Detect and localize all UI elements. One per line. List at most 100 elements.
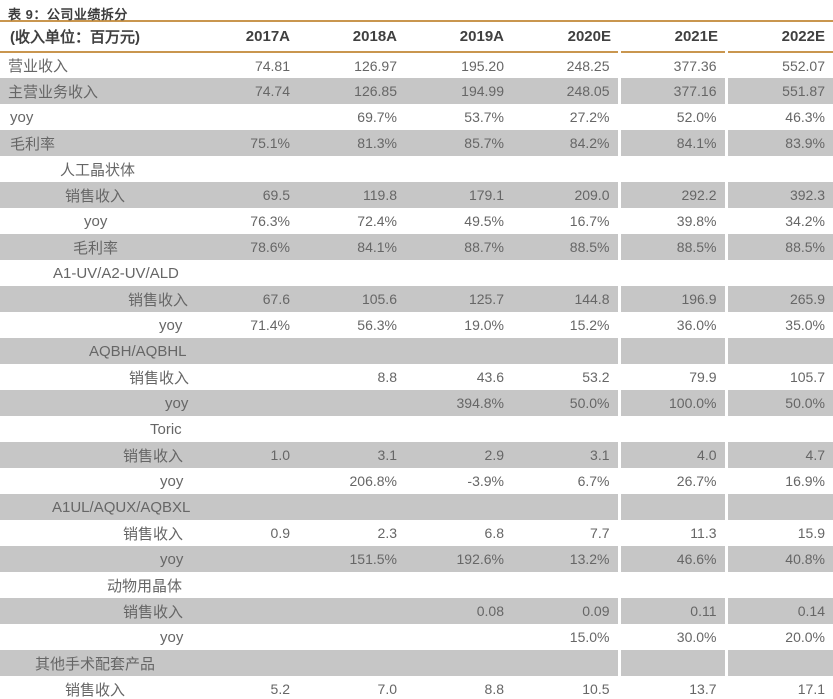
cell-value: 377.36 xyxy=(617,52,726,78)
cell-value xyxy=(617,260,726,286)
cell-value: 179.1 xyxy=(468,187,504,203)
table-row: 动物用晶体 xyxy=(0,572,833,598)
row-label: yoy xyxy=(160,550,184,568)
cell-value: 88.5% xyxy=(724,234,833,260)
cell-value: 76.3% xyxy=(250,213,290,229)
cell-value: 2.3 xyxy=(377,525,397,541)
cell-value xyxy=(617,156,726,182)
cell-value: 84.1% xyxy=(617,130,726,156)
table-row: 销售收入 69.5 119.8 179.1 209.0 292.2 392.3 xyxy=(0,182,833,208)
cell-value xyxy=(724,156,833,182)
cell-value: 67.6 xyxy=(262,291,290,307)
cell-value xyxy=(512,416,619,442)
cell-value: 30.0% xyxy=(617,624,726,650)
cell-value xyxy=(512,260,619,286)
cell-value: 84.2% xyxy=(569,135,610,151)
cell-value: 20.0% xyxy=(724,624,833,650)
cell-value: 53.2 xyxy=(582,369,610,385)
cell-value: 5.2 xyxy=(270,681,290,697)
cell-value xyxy=(405,338,512,364)
row-label: 销售收入 xyxy=(128,291,189,309)
row-label: yoy xyxy=(160,628,184,646)
cell-value: 100.0% xyxy=(617,390,726,416)
unit-header: (收入单位：百万元) xyxy=(0,20,191,53)
cell-value xyxy=(405,624,512,650)
cell-value: 3.1 xyxy=(590,447,610,463)
cell-value: 6.7% xyxy=(577,473,610,489)
cell-value: 88.5% xyxy=(569,239,610,255)
table-row: yoy 71.4% 56.3% 19.0% 15.2% 36.0% 35.0% xyxy=(0,312,833,338)
cell-value: 69.7% xyxy=(357,109,397,125)
table-row: 其他手术配套产品 xyxy=(0,650,833,676)
cell-value: 206.8% xyxy=(349,473,397,489)
cell-value: 88.7% xyxy=(464,239,504,255)
cell-value: 85.7% xyxy=(464,135,504,151)
cell-value xyxy=(512,572,619,598)
cell-value xyxy=(298,338,405,364)
row-label: yoy xyxy=(160,472,184,490)
cell-value xyxy=(617,338,726,364)
cell-value: 196.9 xyxy=(617,286,726,312)
cell-value: 43.6 xyxy=(476,369,504,385)
row-label: 其他手术配套产品 xyxy=(35,655,156,673)
cell-value: 79.9 xyxy=(617,364,726,390)
cell-value xyxy=(191,624,298,650)
cell-value: 551.87 xyxy=(724,78,833,104)
cell-value: 50.0% xyxy=(569,395,610,411)
cell-value: 0.14 xyxy=(724,598,833,624)
table-row: AQBH/AQBHL xyxy=(0,338,833,364)
cell-value: 144.8 xyxy=(574,291,610,307)
row-label: Toric xyxy=(150,420,182,438)
cell-value: 39.8% xyxy=(617,208,726,234)
cell-value: 0.09 xyxy=(582,603,610,619)
table-row: 毛利率 75.1% 81.3% 85.7% 84.2% 84.1% 83.9% xyxy=(0,130,833,156)
cell-value: 119.8 xyxy=(363,187,397,203)
row-label: 人工晶状体 xyxy=(60,161,136,179)
row-label: 毛利率 xyxy=(73,239,119,257)
cell-value: -3.9% xyxy=(467,473,504,489)
cell-value: 4.7 xyxy=(724,442,833,468)
cell-value: 15.2% xyxy=(569,317,610,333)
cell-value xyxy=(191,364,298,390)
cell-value: 7.7 xyxy=(590,525,610,541)
column-header-2020e: 2020E xyxy=(512,20,619,53)
cell-value: 151.5% xyxy=(349,551,397,567)
cell-value: 10.5 xyxy=(582,681,610,697)
table-row: 营业收入 74.81 126.97 195.20 248.25 377.36 552.07 xyxy=(0,52,833,78)
cell-value: 552.07 xyxy=(724,52,833,78)
cell-value xyxy=(405,494,512,520)
cell-value: 88.5% xyxy=(617,234,726,260)
cell-value xyxy=(191,572,298,598)
row-label: 销售收入 xyxy=(123,447,184,465)
cell-value: 125.7 xyxy=(468,291,504,307)
cell-value: 377.16 xyxy=(617,78,726,104)
row-label: yoy xyxy=(10,108,34,126)
cell-value: 16.9% xyxy=(724,468,833,494)
cell-value: 6.8 xyxy=(484,525,504,541)
cell-value: 56.3% xyxy=(357,317,397,333)
cell-value: 53.7% xyxy=(464,109,504,125)
cell-value: 74.74 xyxy=(254,83,290,99)
table-row: yoy 69.7% 53.7% 27.2% 52.0% 46.3% xyxy=(0,104,833,130)
cell-value: 69.5 xyxy=(262,187,290,203)
cell-value: 8.8 xyxy=(484,681,504,697)
cell-value: 394.8% xyxy=(456,395,504,411)
cell-value: 248.25 xyxy=(566,57,610,74)
row-label: 主营业务收入 xyxy=(8,83,99,101)
cell-value: 71.4% xyxy=(250,317,290,333)
cell-value: 72.4% xyxy=(357,213,397,229)
cell-value: 75.1% xyxy=(250,135,290,151)
cell-value xyxy=(298,260,405,286)
table-row: 销售收入 0.08 0.09 0.11 0.14 xyxy=(0,598,833,624)
cell-value xyxy=(724,494,833,520)
cell-value xyxy=(298,156,405,182)
cell-value xyxy=(617,650,726,676)
cell-value xyxy=(191,650,298,676)
cell-value xyxy=(298,390,405,416)
row-label: 销售收入 xyxy=(65,681,126,699)
column-header-2017a: 2017A xyxy=(191,20,298,53)
cell-value xyxy=(405,156,512,182)
cell-value: 3.1 xyxy=(377,447,397,463)
row-label: 营业收入 xyxy=(8,58,69,75)
cell-value: 83.9% xyxy=(724,130,833,156)
